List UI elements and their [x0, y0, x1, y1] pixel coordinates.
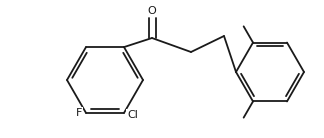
- Text: Cl: Cl: [127, 110, 138, 120]
- Text: F: F: [75, 108, 82, 118]
- Text: O: O: [148, 6, 156, 16]
